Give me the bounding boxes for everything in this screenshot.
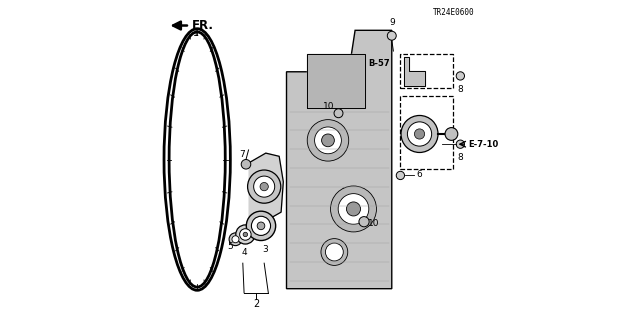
Text: 9: 9 [390, 19, 396, 27]
Ellipse shape [169, 32, 225, 287]
Circle shape [315, 127, 341, 154]
Polygon shape [249, 153, 284, 222]
Polygon shape [404, 57, 425, 86]
Polygon shape [287, 30, 392, 289]
Text: 8: 8 [458, 85, 463, 94]
Circle shape [359, 217, 369, 227]
Circle shape [330, 186, 376, 232]
Circle shape [241, 160, 251, 169]
Text: FR.: FR. [192, 19, 214, 32]
Circle shape [346, 202, 360, 216]
Text: 2: 2 [253, 299, 259, 309]
Text: 8: 8 [458, 153, 463, 162]
Circle shape [260, 182, 268, 191]
Circle shape [243, 232, 248, 237]
Circle shape [307, 120, 349, 161]
Text: 6: 6 [417, 170, 422, 179]
Circle shape [415, 129, 424, 139]
Circle shape [248, 170, 281, 203]
Circle shape [396, 171, 404, 180]
Text: 10: 10 [323, 102, 334, 111]
Text: 5: 5 [227, 242, 233, 251]
Circle shape [408, 122, 431, 146]
Circle shape [232, 236, 239, 243]
Circle shape [239, 229, 251, 240]
Text: E-7-10: E-7-10 [468, 140, 499, 149]
Circle shape [456, 140, 465, 148]
Circle shape [445, 128, 458, 140]
Text: 7: 7 [239, 150, 244, 159]
Text: TR24E0600: TR24E0600 [433, 8, 475, 17]
Circle shape [321, 134, 334, 147]
FancyBboxPatch shape [401, 96, 453, 169]
Text: 4: 4 [241, 248, 247, 257]
Polygon shape [307, 54, 365, 108]
Text: B-57: B-57 [368, 59, 390, 68]
Circle shape [456, 72, 465, 80]
Circle shape [257, 222, 265, 230]
Circle shape [334, 109, 343, 118]
Circle shape [229, 233, 242, 246]
Circle shape [325, 243, 343, 261]
Text: 10: 10 [368, 219, 380, 228]
Text: 1: 1 [193, 28, 199, 39]
Circle shape [246, 211, 276, 241]
Circle shape [236, 225, 255, 244]
FancyBboxPatch shape [401, 54, 453, 88]
Ellipse shape [164, 29, 230, 290]
Text: 3: 3 [262, 245, 268, 254]
Circle shape [387, 31, 396, 40]
Circle shape [338, 194, 369, 224]
Circle shape [401, 115, 438, 152]
Circle shape [321, 239, 348, 265]
Circle shape [252, 216, 271, 235]
Circle shape [253, 176, 275, 197]
